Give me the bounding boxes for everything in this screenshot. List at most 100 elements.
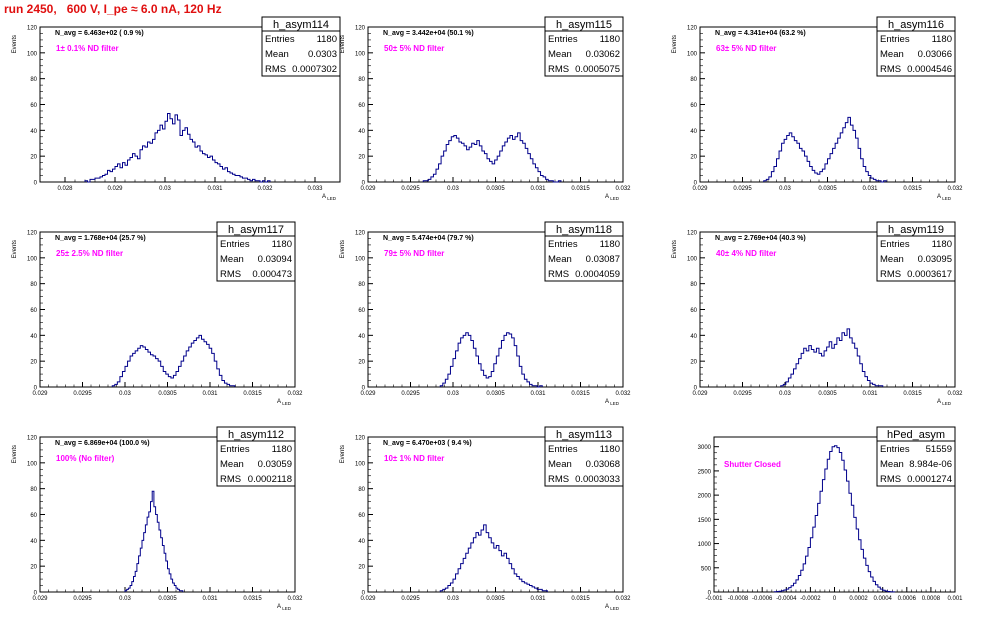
stats-title: h_asym117 xyxy=(228,224,284,236)
stats-entries-value: 1180 xyxy=(272,239,292,250)
x-tick-label: 0.0315 xyxy=(571,596,590,602)
x-tick-label: 0.029 xyxy=(360,596,376,602)
y-axis-title: Events xyxy=(340,35,346,53)
x-tick-label: 0.029 xyxy=(692,186,708,192)
x-tick-label: 0.03 xyxy=(779,391,791,397)
y-tick-label: 2500 xyxy=(698,469,712,475)
n-avg-annotation: N_avg = 5.474e+04 (79.7 %) xyxy=(383,235,474,242)
x-tick-label: 0.029 xyxy=(32,596,48,602)
y-tick-label: 120 xyxy=(355,231,366,237)
stats-rms-label: RMS xyxy=(220,269,241,280)
y-tick-label: 80 xyxy=(690,77,697,83)
stats-title: h_asym113 xyxy=(556,429,612,441)
x-axis-title-subscript: LED xyxy=(609,606,620,611)
x-tick-label: 0.03 xyxy=(447,391,459,397)
y-tick-label: 100 xyxy=(355,51,366,57)
x-tick-label: 0.0004 xyxy=(874,596,893,602)
stats-entries-value: 1180 xyxy=(932,34,952,45)
y-tick-label: 3000 xyxy=(698,445,712,451)
stats-rms-value: 0.0004546 xyxy=(907,64,952,75)
x-tick-label: 0.03 xyxy=(119,391,131,397)
y-tick-label: 80 xyxy=(30,77,37,83)
y-tick-label: 40 xyxy=(690,334,697,340)
stats-mean-value: 0.03087 xyxy=(586,254,620,265)
stats-box xyxy=(216,426,296,487)
histogram-panel: 0 20 40 60 80 100 120 0.028 0.029 0.03 0.031 0.032 0… xyxy=(12,16,341,201)
y-tick-label: 60 xyxy=(30,103,37,109)
x-tick-label: 0.0002 xyxy=(849,596,868,602)
y-tick-label: 120 xyxy=(355,26,366,32)
y-tick-label: 60 xyxy=(30,513,37,519)
x-tick-label: 0.03 xyxy=(447,596,459,602)
x-axis-title-subscript: LED xyxy=(941,401,952,406)
stats-rms-value: 0.0002118 xyxy=(248,474,292,485)
stats-box xyxy=(876,16,956,77)
histogram-line xyxy=(111,334,236,387)
filter-label: 50± 5% ND filter xyxy=(384,44,444,53)
stats-rms-value: 0.0003033 xyxy=(575,474,620,485)
y-tick-label: 20 xyxy=(690,360,697,366)
x-tick-label: 0.0295 xyxy=(73,391,92,397)
stats-mean-label: Mean xyxy=(220,254,244,265)
x-tick-label: 0.0305 xyxy=(158,596,177,602)
stats-box xyxy=(544,221,624,282)
stats-rms-value: 0.0007302 xyxy=(292,64,337,75)
stats-box xyxy=(876,221,956,282)
stats-mean-value: 0.03094 xyxy=(258,254,292,265)
histogram-panel: 0 20 40 60 80 100 120 0.029 0.0295 0.03 0.0305 0.03… xyxy=(340,426,631,611)
filter-label: 40± 4% ND filter xyxy=(716,249,776,258)
y-tick-label: 0 xyxy=(694,181,698,187)
stats-entries-label: Entries xyxy=(880,444,910,455)
stats-title: h_asym119 xyxy=(888,224,944,236)
filter-label: 1± 0.1% ND filter xyxy=(56,44,119,53)
n-avg-annotation: N_avg = 2.769e+04 (40.3 %) xyxy=(715,235,806,242)
x-tick-label: 0.031 xyxy=(862,391,878,397)
x-axis-title: A LED xyxy=(605,604,620,611)
y-tick-label: 40 xyxy=(358,129,365,135)
stats-rms-label: RMS xyxy=(880,64,901,75)
x-tick-label: 0.001 xyxy=(947,596,963,602)
x-tick-label: 0.0315 xyxy=(243,596,262,602)
stats-rms-label: RMS xyxy=(548,269,569,280)
y-tick-label: 80 xyxy=(358,487,365,493)
stats-entries-label: Entries xyxy=(548,444,578,455)
x-tick-label: 0.0295 xyxy=(733,391,752,397)
x-tick-label: 0.0305 xyxy=(486,596,505,602)
stats-mean-label: Mean xyxy=(265,49,289,60)
x-tick-label: 0.0295 xyxy=(401,596,420,602)
stats-rms-value: 0.0001274 xyxy=(907,474,952,485)
x-tick-label: 0.0295 xyxy=(733,186,752,192)
y-tick-label: 80 xyxy=(30,282,37,288)
stats-mean-value: 0.03059 xyxy=(258,459,292,470)
y-tick-label: 120 xyxy=(27,436,38,442)
y-tick-label: 0 xyxy=(362,386,366,392)
stats-entries-value: 1180 xyxy=(600,34,620,45)
x-tick-label: 0.0305 xyxy=(818,186,837,192)
stats-box xyxy=(544,426,624,487)
stats-mean-label: Mean xyxy=(880,49,904,60)
y-tick-label: 100 xyxy=(355,256,366,262)
stats-mean-label: Mean xyxy=(220,459,244,470)
y-tick-label: 120 xyxy=(687,231,698,237)
stats-entries-value: 1180 xyxy=(317,34,337,45)
x-tick-label: 0.0315 xyxy=(571,391,590,397)
y-tick-label: 0 xyxy=(34,591,38,597)
stats-title: h_asym118 xyxy=(556,224,612,236)
x-tick-label: -0.0006 xyxy=(752,596,773,602)
stats-entries-label: Entries xyxy=(880,239,910,250)
x-tick-label: 0.0295 xyxy=(73,596,92,602)
x-axis-title: A LED xyxy=(937,399,952,406)
x-axis-title-subscript: LED xyxy=(326,196,337,201)
x-axis-title-subscript: LED xyxy=(609,196,620,201)
filter-label: 10± 1% ND filter xyxy=(384,454,444,463)
histogram-panel: 0 20 40 60 80 100 120 0.029 0.0295 0.03 0.0305 0.03… xyxy=(672,221,963,406)
y-tick-label: 80 xyxy=(690,282,697,288)
y-tick-label: 20 xyxy=(690,155,697,161)
x-axis-title-subscript: LED xyxy=(941,196,952,201)
stats-box xyxy=(261,16,341,77)
y-tick-label: 40 xyxy=(358,539,365,545)
stats-entries-label: Entries xyxy=(548,34,578,45)
x-tick-label: 0.029 xyxy=(360,186,376,192)
x-tick-label: 0.0305 xyxy=(158,391,177,397)
